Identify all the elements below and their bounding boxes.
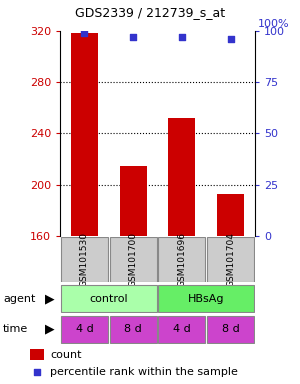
Bar: [169, 118, 195, 236]
Text: 8 d: 8 d: [124, 324, 142, 334]
Point: [82, 30, 87, 36]
Text: GDS2339 / 212739_s_at: GDS2339 / 212739_s_at: [75, 6, 225, 19]
Bar: [158, 237, 205, 282]
Bar: [110, 316, 157, 343]
Text: 8 d: 8 d: [222, 324, 239, 334]
Bar: [61, 237, 108, 282]
Text: GSM101700: GSM101700: [129, 232, 138, 287]
Text: time: time: [3, 324, 28, 334]
Bar: [61, 316, 108, 343]
Point: [131, 34, 136, 40]
Text: HBsAg: HBsAg: [188, 293, 224, 304]
Bar: [217, 194, 244, 236]
Text: count: count: [50, 349, 82, 359]
Text: 4 d: 4 d: [173, 324, 191, 334]
Bar: [207, 237, 254, 282]
Text: GSM101530: GSM101530: [80, 232, 89, 287]
Bar: [207, 316, 254, 343]
Text: ▶: ▶: [45, 292, 54, 305]
Bar: [71, 33, 98, 236]
Bar: [110, 237, 157, 282]
Text: 4 d: 4 d: [76, 324, 93, 334]
Text: ▶: ▶: [45, 323, 54, 336]
Bar: [158, 316, 205, 343]
Text: GSM101704: GSM101704: [226, 232, 235, 287]
Bar: [61, 285, 157, 312]
Text: GSM101696: GSM101696: [177, 232, 186, 287]
Point: [179, 34, 184, 40]
Text: agent: agent: [3, 293, 35, 304]
Text: percentile rank within the sample: percentile rank within the sample: [50, 366, 238, 377]
Text: control: control: [89, 293, 128, 304]
Text: 100%: 100%: [258, 19, 290, 29]
Point: [228, 36, 233, 42]
Bar: [120, 166, 146, 236]
Bar: [158, 285, 254, 312]
Bar: [30, 349, 44, 360]
Point: [34, 369, 39, 375]
